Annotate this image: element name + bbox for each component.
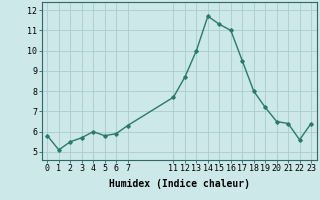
X-axis label: Humidex (Indice chaleur): Humidex (Indice chaleur) [109, 179, 250, 189]
